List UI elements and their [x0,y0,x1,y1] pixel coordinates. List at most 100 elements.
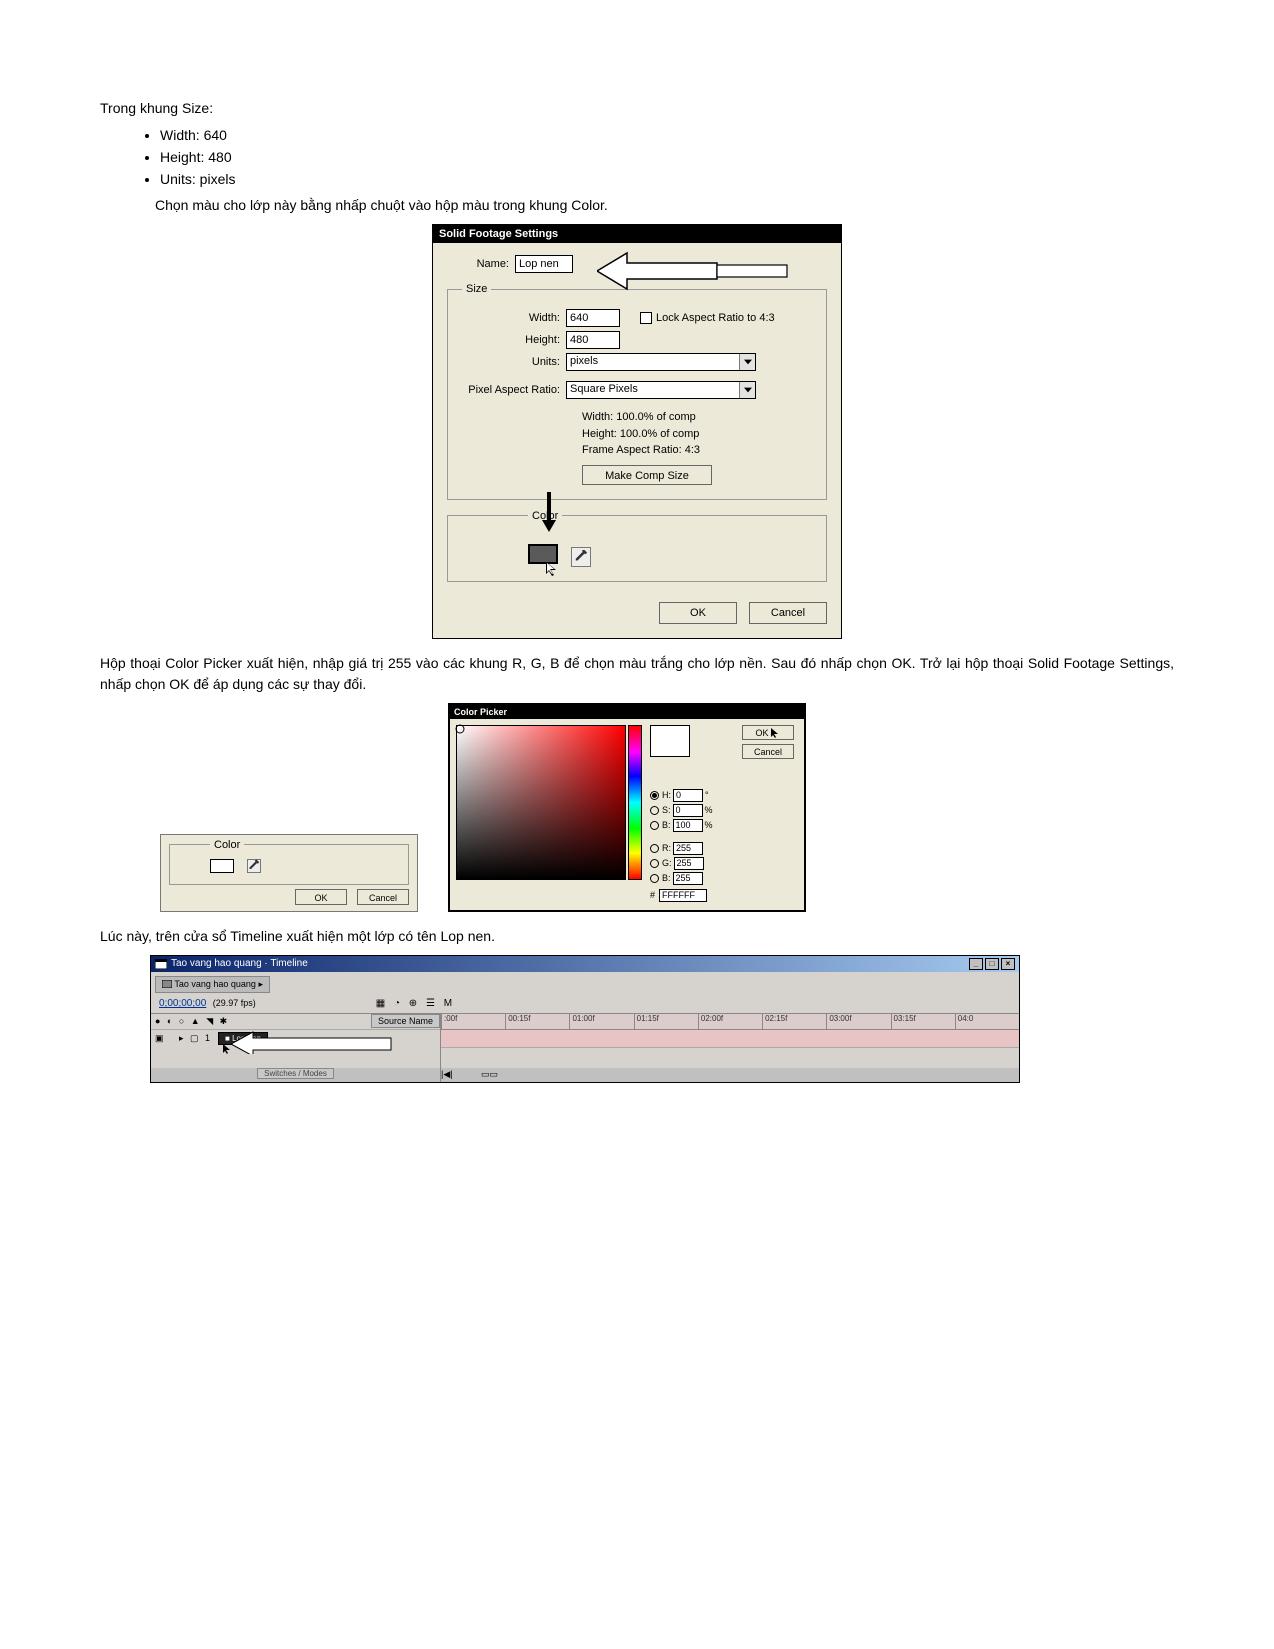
source-name-header[interactable]: Source Name [371,1014,440,1028]
s-radio[interactable] [650,806,659,815]
bullet-units: Units: pixels [160,171,1174,187]
eyedropper-button[interactable] [571,547,591,567]
color-instruction: Chọn màu cho lớp này bằng nhấp chuột vào… [155,195,1174,216]
cp-cancel-button[interactable]: Cancel [742,744,794,759]
g-label: G: [662,858,672,868]
toolbar-icons[interactable]: ▦ ◔ ⊕ ☰ M [376,998,455,1009]
bullet-height: Height: 480 [160,149,1174,165]
hex-input[interactable] [659,889,707,902]
r-label: R: [662,843,671,853]
mini-color-swatch[interactable] [210,859,234,873]
ok-button[interactable]: OK [659,602,737,624]
ruler-tick: 02:15f [762,1014,826,1029]
chevron-down-icon [739,354,755,370]
ruler-tick: :00f [441,1014,505,1029]
solid-footage-settings-dialog: Solid Footage Settings Name: Size Width:… [432,224,842,639]
eyedropper-icon [574,550,588,564]
size-bullets: Width: 640 Height: 480 Units: pixels [140,127,1174,187]
h-radio[interactable] [650,791,659,800]
r-input[interactable] [673,842,703,855]
bb-unit: % [705,820,713,830]
ruler-tick: 00:15f [505,1014,569,1029]
ruler-tick: 01:15f [634,1014,698,1029]
g-input[interactable] [674,857,704,870]
hue-slider[interactable] [628,725,642,880]
callout-arrow-icon [597,251,797,291]
arrow-down-icon [540,492,558,532]
switches-modes-button[interactable]: Switches / Modes [257,1068,334,1079]
height-input[interactable] [566,331,620,349]
cp-ok-button[interactable]: OK [742,725,794,740]
time-ruler[interactable]: :00f00:15f01:00f01:15f02:00f02:15f03:00f… [441,1014,1019,1030]
units-select[interactable]: pixels [566,353,756,371]
layer-toggles[interactable]: ▣ ▸ ▢ 1 [155,1033,212,1044]
par-value: Square Pixels [570,383,638,395]
lock-aspect-checkbox[interactable] [640,312,652,324]
layer-track[interactable] [441,1030,1019,1048]
minimize-button[interactable]: _ [969,958,983,970]
units-value: pixels [570,355,598,367]
ruler-tick: 01:00f [569,1014,633,1029]
h-label: H: [662,790,671,800]
width-input[interactable] [566,309,620,327]
close-button[interactable]: × [1001,958,1015,970]
info-width: Width: 100.0% of comp [582,409,812,426]
b-label: B: [662,873,671,883]
height-label: Height: [462,334,566,346]
bullet-width: Width: 640 [160,127,1174,143]
par-select[interactable]: Square Pixels [566,381,756,399]
s-unit: % [705,805,713,815]
s-label: S: [662,805,671,815]
name-label: Name: [447,258,515,270]
mini-eyedropper-button[interactable] [247,859,261,873]
zoom-in-icon[interactable]: |◀| [441,1069,453,1080]
maximize-button[interactable]: □ [985,958,999,970]
size-legend: Size [462,283,491,295]
intro-line: Trong khung Size: [100,98,1174,119]
current-time[interactable]: 0;00;00;00 [155,996,210,1011]
mini-color-legend: Color [210,839,244,851]
ruler-tick: 02:00f [698,1014,762,1029]
b-input[interactable] [673,872,703,885]
width-label: Width: [462,312,566,324]
comp-tab[interactable]: Tao vang hao quang ▸ [155,976,270,993]
cursor-icon [546,562,560,576]
s-input[interactable] [673,804,703,817]
color-swatch[interactable] [528,544,558,564]
window-icon [155,959,167,969]
sv-field[interactable] [456,725,626,880]
mini-color-dialog: Color OK Cancel [160,834,418,912]
bb-label: B: [662,820,671,830]
timeline-title: Tao vang hao quang · Timeline [171,958,308,969]
name-input[interactable] [515,255,573,273]
ruler-tick: 04:0 [955,1014,1019,1029]
zoom-slider[interactable]: ▭▭ [481,1069,498,1080]
tab-menu-icon: ▸ [258,979,263,989]
bb-input[interactable] [673,819,703,832]
b2-radio[interactable] [650,874,659,883]
fps-label: (29.97 fps) [213,998,256,1008]
color-picker-dialog: Color Picker H: ° S:% B:% R: G: B: # [448,703,806,912]
mini-cancel-button[interactable]: Cancel [357,889,409,905]
size-fieldset: Size Width: Lock Aspect Ratio to 4:3 Hei… [447,283,827,500]
color-fieldset: Color [447,510,827,582]
h-unit: ° [705,790,709,800]
dialog-titlebar: Solid Footage Settings [433,225,841,243]
lock-aspect-label: Lock Aspect Ratio to 4:3 [656,312,775,324]
b-radio[interactable] [650,821,659,830]
comp-tab-label: Tao vang hao quang [174,979,256,989]
make-comp-size-button[interactable]: Make Comp Size [582,465,712,485]
h-input[interactable] [673,789,703,802]
mini-ok-button[interactable]: OK [295,889,347,905]
r-radio[interactable] [650,844,659,853]
color-preview [650,725,690,757]
g-radio[interactable] [650,859,659,868]
cancel-button[interactable]: Cancel [749,602,827,624]
color-picker-paragraph: Hộp thoại Color Picker xuất hiện, nhập g… [100,653,1174,695]
color-picker-titlebar: Color Picker [450,705,804,719]
units-label: Units: [462,356,566,368]
info-frame-aspect: Frame Aspect Ratio: 4:3 [582,442,812,459]
hex-label: # [650,890,655,900]
chevron-down-icon [739,382,755,398]
par-label: Pixel Aspect Ratio: [462,384,566,396]
